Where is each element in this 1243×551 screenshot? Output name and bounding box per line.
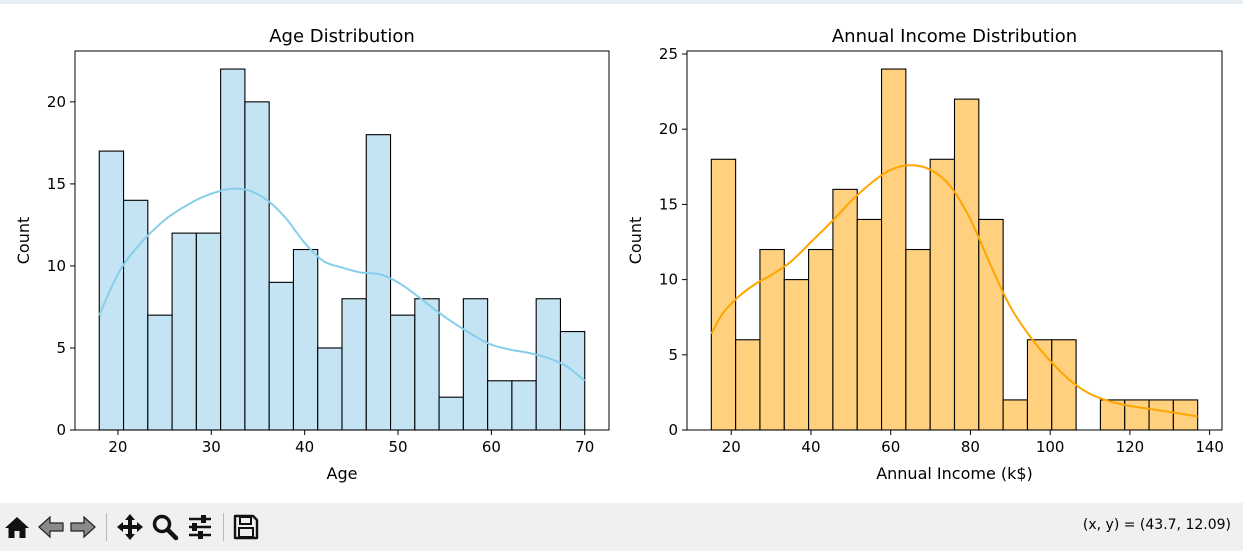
histogram-bar (1002, 399, 1029, 431)
histogram-bar (389, 314, 416, 431)
x-axis-label: Annual Income (k$) (876, 464, 1033, 483)
pan-button[interactable] (115, 511, 145, 543)
y-tick-label: 25 (659, 45, 678, 63)
income-subplot: 20 40 60 80 100 120 140 0 5 10 15 20 25 Annual Income… (626, 26, 1224, 483)
histogram-bar (710, 158, 737, 431)
histogram-bar (1124, 399, 1150, 431)
histogram-bar (462, 298, 489, 431)
x-tick-label: 100 (1036, 438, 1065, 456)
y-tick-label: 15 (47, 175, 66, 193)
histogram-bar (905, 248, 931, 431)
configure-subplots-button[interactable] (185, 511, 215, 543)
kde-curve (710, 164, 1198, 418)
home-icon (5, 517, 29, 538)
histogram-bar (171, 232, 197, 431)
back-arrow-icon (38, 515, 64, 539)
save-icon (233, 514, 259, 540)
y-axis-label: Count (14, 217, 33, 265)
histogram-bar (929, 158, 956, 431)
x-tick-label: 30 (202, 438, 221, 456)
histogram-bar (341, 298, 367, 431)
save-button[interactable] (231, 511, 261, 543)
y-tick-label: 0 (56, 421, 66, 439)
x-tick-label: 40 (801, 438, 820, 456)
zoom-icon (152, 514, 179, 541)
histogram-bar (487, 380, 513, 431)
configure-subplots-icon (189, 515, 211, 539)
x-tick-label: 40 (295, 438, 314, 456)
zoom-button[interactable] (150, 511, 180, 543)
histogram-bar (292, 248, 319, 431)
y-tick-label: 20 (47, 93, 66, 111)
kde-curve (98, 187, 586, 382)
histogram-bar (438, 396, 464, 431)
window-top-edge (0, 0, 1243, 4)
histogram-bar (414, 298, 440, 431)
forward-arrow-icon (70, 515, 96, 539)
histogram-bar (1148, 399, 1174, 431)
x-tick-label: 50 (388, 438, 407, 456)
y-tick-label: 10 (47, 257, 66, 275)
histogram-bar (559, 331, 586, 431)
histogram-bar (808, 248, 834, 431)
histogram-bar (220, 68, 246, 431)
x-tick-label: 20 (108, 438, 127, 456)
x-tick-label: 60 (881, 438, 900, 456)
navigation-toolbar: (x, y) = (43.7, 12.09) (0, 503, 1243, 551)
histogram-bar (244, 101, 270, 431)
y-tick-label: 20 (659, 120, 678, 138)
forward-button[interactable] (68, 511, 98, 543)
chart-title: Annual Income Distribution (832, 26, 1077, 47)
axes-frame (686, 50, 1223, 431)
y-tick-label: 15 (659, 195, 678, 213)
y-axis-label: Count (626, 217, 645, 265)
pan-icon (117, 514, 143, 540)
x-axis-label: Age (327, 464, 358, 483)
histogram-bar (735, 339, 761, 431)
histogram-bar (1026, 339, 1053, 431)
x-tick-label: 20 (722, 438, 741, 456)
x-tick-label: 140 (1195, 438, 1224, 456)
histogram-bar (953, 98, 980, 431)
histogram-bar (511, 380, 537, 431)
x-tick-label: 120 (1116, 438, 1145, 456)
histogram-bar (98, 150, 125, 431)
histogram-bar (195, 232, 222, 431)
histogram-bar (268, 281, 295, 431)
y-tick-label: 5 (668, 346, 678, 364)
age-subplot: 20 30 40 50 60 70 0 5 10 15 20 Age Distribution Age C… (14, 26, 610, 483)
axes-frame (74, 50, 610, 431)
home-button[interactable] (2, 511, 32, 543)
toolbar-separator (223, 513, 224, 541)
histogram-bar (856, 218, 883, 431)
histogram-bar (1051, 339, 1077, 431)
histogram-bar (535, 298, 562, 431)
histogram-bar (122, 199, 149, 431)
histogram-bar (759, 248, 785, 431)
y-tick-label: 5 (56, 339, 66, 357)
histogram-bar (832, 188, 858, 431)
histogram-bar (978, 218, 1004, 431)
histogram-bar (317, 347, 343, 431)
y-tick-label: 10 (659, 271, 678, 289)
chart-title: Age Distribution (269, 26, 415, 47)
x-tick-label: 80 (961, 438, 980, 456)
histogram-bar (365, 134, 392, 431)
back-button[interactable] (36, 511, 66, 543)
histogram-bar (147, 314, 173, 431)
toolbar-separator (106, 513, 107, 541)
cursor-coordinates-readout: (x, y) = (43.7, 12.09) (1082, 517, 1231, 533)
histogram-bar (880, 68, 907, 431)
x-tick-label: 60 (482, 438, 501, 456)
y-tick-label: 0 (668, 421, 678, 439)
x-tick-label: 70 (575, 438, 594, 456)
histogram-bar (783, 279, 810, 431)
